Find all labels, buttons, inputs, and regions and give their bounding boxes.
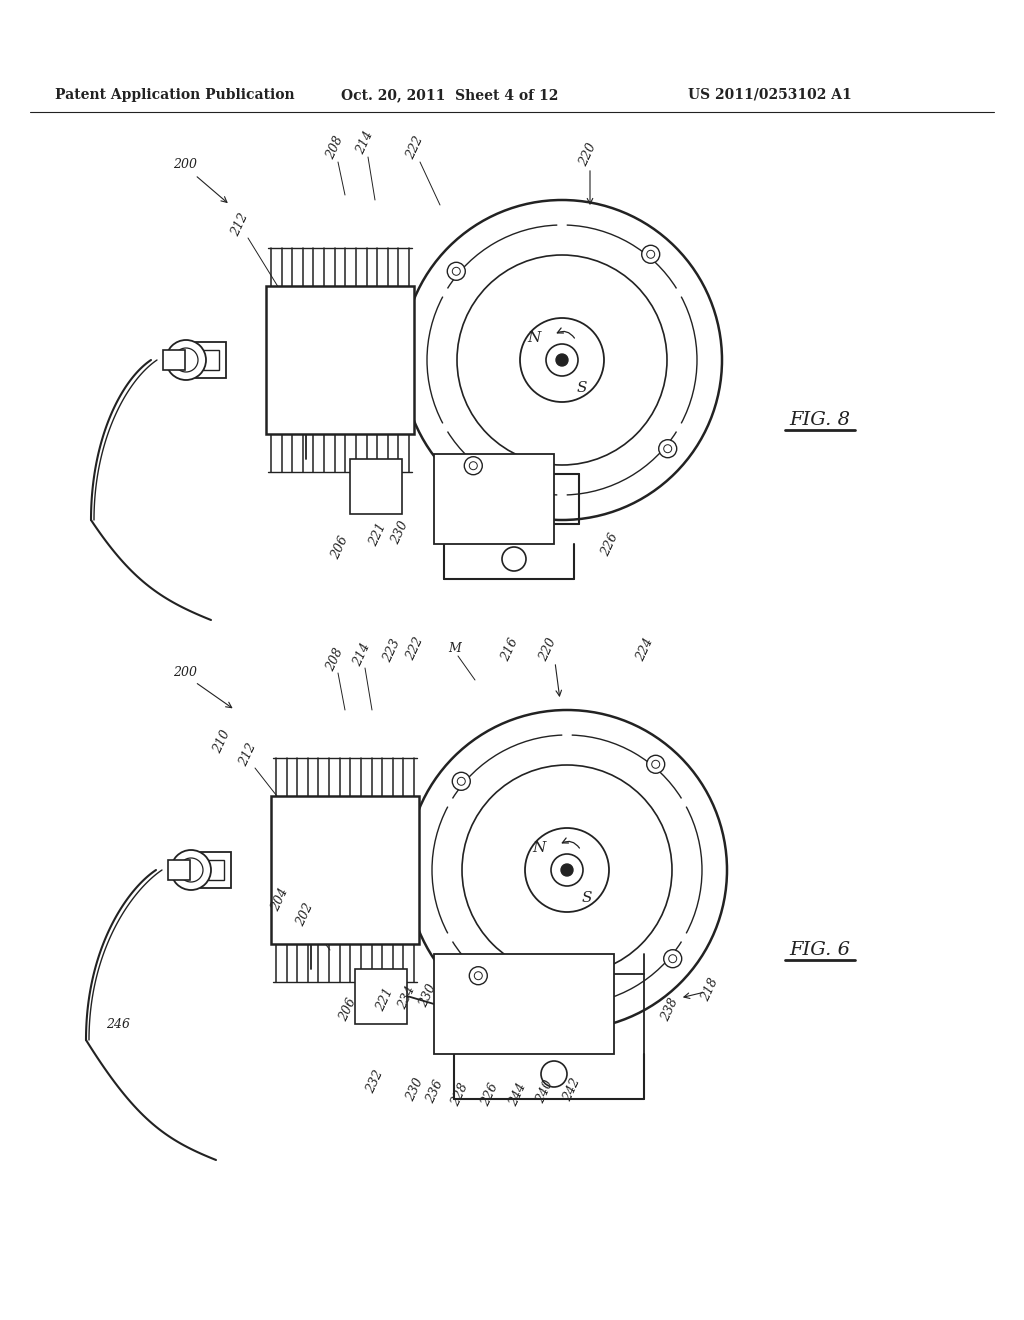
Circle shape	[664, 445, 672, 453]
Text: FIG. 6: FIG. 6	[790, 941, 851, 960]
Text: 226: 226	[479, 1081, 501, 1109]
Bar	[439, 960, 609, 1049]
Text: Oct. 20, 2011  Sheet 4 of 12: Oct. 20, 2011 Sheet 4 of 12	[341, 88, 559, 102]
Circle shape	[551, 854, 583, 886]
Text: 200: 200	[173, 665, 197, 678]
Text: 222: 222	[404, 635, 426, 663]
Circle shape	[502, 546, 526, 572]
Text: 212: 212	[229, 211, 251, 239]
Circle shape	[651, 760, 659, 768]
Circle shape	[525, 828, 609, 912]
Circle shape	[546, 345, 578, 376]
Text: 221: 221	[367, 521, 389, 549]
Circle shape	[541, 1061, 567, 1086]
Text: N: N	[527, 331, 541, 345]
Text: 226: 226	[599, 532, 621, 558]
Circle shape	[642, 246, 659, 263]
Circle shape	[658, 440, 677, 458]
Text: 212: 212	[237, 742, 259, 768]
Text: 220: 220	[578, 141, 599, 169]
Text: US 2011/0253102 A1: US 2011/0253102 A1	[688, 88, 852, 102]
Circle shape	[561, 865, 573, 876]
Text: 230: 230	[417, 982, 439, 1010]
Circle shape	[469, 966, 487, 985]
Text: M: M	[449, 642, 462, 655]
Circle shape	[417, 215, 707, 506]
Circle shape	[453, 772, 470, 791]
Circle shape	[422, 725, 712, 1015]
Text: 240: 240	[535, 1078, 556, 1106]
Circle shape	[407, 710, 727, 1030]
Circle shape	[179, 858, 203, 882]
Bar	[434, 954, 614, 1053]
Bar	[350, 459, 402, 513]
Text: Patent Application Publication: Patent Application Publication	[55, 88, 295, 102]
Bar	[266, 286, 414, 434]
Text: 221: 221	[374, 986, 396, 1014]
Text: 234: 234	[396, 985, 418, 1011]
Text: S: S	[577, 381, 587, 395]
Text: 244: 244	[507, 1081, 529, 1109]
Text: 238: 238	[659, 997, 681, 1023]
Circle shape	[464, 457, 482, 475]
Text: 230: 230	[389, 519, 411, 546]
Circle shape	[556, 354, 568, 366]
Text: 214: 214	[351, 642, 373, 669]
Circle shape	[462, 766, 672, 975]
Text: 242: 242	[561, 1076, 583, 1104]
Bar	[196, 342, 226, 378]
Text: 232: 232	[365, 1068, 386, 1096]
Circle shape	[402, 201, 722, 520]
Circle shape	[171, 850, 211, 890]
Circle shape	[174, 348, 198, 372]
Text: 208: 208	[324, 135, 346, 161]
Text: 216: 216	[499, 636, 521, 664]
Text: 246: 246	[106, 1019, 130, 1031]
Circle shape	[647, 251, 654, 259]
Circle shape	[669, 954, 677, 962]
Text: 230: 230	[404, 1076, 426, 1104]
Text: 204: 204	[269, 886, 291, 913]
Text: 220: 220	[537, 636, 559, 664]
Bar	[271, 796, 419, 944]
Bar	[434, 454, 554, 544]
Circle shape	[166, 341, 206, 380]
Text: 200: 200	[173, 158, 197, 172]
Text: 208: 208	[324, 647, 346, 673]
Bar	[163, 350, 185, 370]
Text: 206: 206	[329, 535, 351, 561]
Text: 228: 228	[450, 1081, 471, 1109]
Circle shape	[469, 462, 477, 470]
Circle shape	[647, 755, 665, 774]
Circle shape	[474, 972, 482, 979]
Text: FIG. 8: FIG. 8	[790, 411, 851, 429]
Bar	[355, 969, 407, 1024]
Circle shape	[520, 318, 604, 403]
Text: 236: 236	[424, 1078, 446, 1106]
Bar	[201, 851, 231, 888]
Text: 206: 206	[337, 997, 359, 1023]
Circle shape	[458, 777, 465, 785]
Circle shape	[457, 255, 667, 465]
Bar	[168, 861, 190, 880]
Circle shape	[664, 949, 682, 968]
Bar	[203, 350, 219, 370]
Text: 214: 214	[354, 129, 376, 157]
Text: 218: 218	[699, 977, 721, 1003]
Text: 210: 210	[211, 729, 233, 755]
Text: 224: 224	[634, 636, 656, 664]
Circle shape	[453, 267, 460, 276]
Text: N: N	[532, 841, 546, 855]
Bar	[208, 861, 224, 880]
Text: 202: 202	[294, 902, 316, 929]
Text: S: S	[582, 891, 592, 906]
Text: 222: 222	[404, 135, 426, 161]
Circle shape	[447, 263, 465, 280]
Text: 223: 223	[381, 638, 403, 665]
